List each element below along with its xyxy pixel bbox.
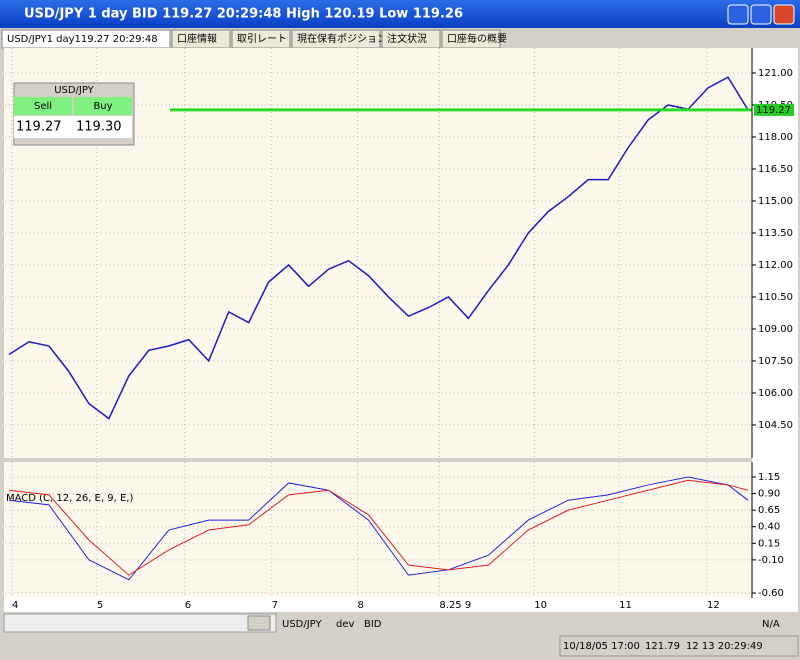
tab-bar: USD/JPY1 day119.27 20:29:48 口座情報 取引レート 現在保有…: [1, 29, 507, 49]
y-tick-label: 0.15: [758, 538, 780, 549]
tab-label: 取引レート: [237, 33, 287, 45]
quote-panel: USD/JPY Sell Buy 119.27 119.30: [13, 82, 135, 146]
y-tick-label: 106.00: [758, 388, 793, 399]
y-tick-label: 109.00: [758, 324, 793, 335]
status-clock: 12 13 20:29:49: [686, 641, 763, 652]
sell-button[interactable]: [14, 97, 72, 115]
y-tick-label: 110.50: [758, 292, 793, 303]
tab-label: USD/JPY1 day119.27 20:29:48: [7, 34, 158, 45]
y-tick-label: -0.60: [758, 588, 784, 599]
scrollbar[interactable]: [3, 613, 277, 633]
x-tick-label: 10: [534, 600, 547, 611]
date-axis: [4, 598, 798, 612]
minimize-button[interactable]: [727, 4, 749, 25]
y-tick-label: 115.00: [758, 196, 793, 207]
y-tick-label: 121.00: [758, 68, 793, 79]
sell-label: Sell: [34, 101, 52, 112]
x-tick-label: 11: [619, 600, 632, 611]
y-tick-label: 107.50: [758, 356, 793, 367]
current-price-tag: [754, 103, 794, 116]
x-tick-label: 8.25 9: [439, 600, 471, 611]
scroll-thumb[interactable]: [247, 615, 271, 631]
macd-panel: [4, 462, 752, 598]
buy-price: 119.30: [76, 120, 122, 135]
tab-label: 口座毎の概要: [447, 32, 507, 45]
window-title: USD/JPY 1 day BID 119.27 20:29:48 High 1…: [24, 7, 463, 22]
y-tick-label: 116.50: [758, 164, 793, 175]
y-tick-label: 113.50: [758, 228, 793, 239]
x-tick-label: 12: [707, 600, 720, 611]
panel-title: MACD (C, 12, 26, E, 9, E,): [6, 493, 133, 504]
status-price: 121.79: [645, 641, 680, 652]
y-tick-label: 118.00: [758, 132, 793, 143]
toolbar-account[interactable]: dev: [336, 619, 355, 630]
x-tick-label: 7: [272, 600, 278, 611]
y-tick-label: 0.40: [758, 522, 780, 533]
tab-label: 口座情報: [177, 32, 217, 45]
y-tick-label: 1.15: [758, 472, 780, 483]
x-tick-label: 5: [97, 600, 103, 611]
x-tick-label: 8: [358, 600, 364, 611]
tab-label: 現在保有ポジション: [297, 32, 387, 45]
series-line: [8, 76, 749, 420]
x-tick-label: 4: [12, 600, 18, 611]
y-tick-label: 112.00: [758, 260, 793, 271]
buy-label: Buy: [93, 101, 112, 112]
status-bar: [559, 635, 799, 657]
current-price-label: 119.27: [756, 105, 791, 116]
x-tick-label: 6: [185, 600, 191, 611]
y-tick-label: 104.50: [758, 420, 793, 431]
toolbar-na[interactable]: N/A: [762, 619, 780, 630]
close-button[interactable]: [773, 4, 795, 25]
y-tick-label: -0.10: [758, 555, 784, 566]
title-bar: [0, 0, 800, 28]
y-tick-label: 0.90: [758, 489, 780, 500]
maximize-button[interactable]: [750, 4, 772, 25]
price-axis: [752, 48, 798, 598]
series-line: [8, 479, 749, 576]
toolbar-symbol[interactable]: USD/JPY: [282, 619, 322, 630]
toolbar-side[interactable]: BID: [364, 619, 382, 630]
buy-button[interactable]: [74, 97, 132, 115]
sell-price: 119.27: [16, 120, 62, 135]
status-time: 10/18/05 17:00: [563, 641, 640, 652]
y-tick-label: 0.65: [758, 505, 780, 516]
tab-label: 注文状況: [387, 32, 427, 45]
quote-symbol: USD/JPY: [54, 85, 94, 96]
